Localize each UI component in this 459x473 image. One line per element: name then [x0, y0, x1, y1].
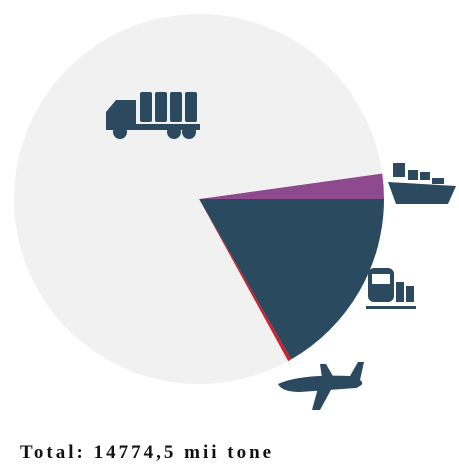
pie-slice — [199, 173, 384, 199]
pie — [14, 14, 384, 384]
pie-slice — [199, 199, 384, 360]
plane-icon — [278, 362, 364, 410]
total-label: Total: 14774,5 mii tone — [20, 442, 274, 463]
ship-icon — [388, 163, 456, 204]
truck-icon — [106, 92, 200, 139]
pie-slice — [199, 199, 292, 362]
train-icon — [366, 268, 416, 309]
pie-slice — [14, 14, 383, 384]
